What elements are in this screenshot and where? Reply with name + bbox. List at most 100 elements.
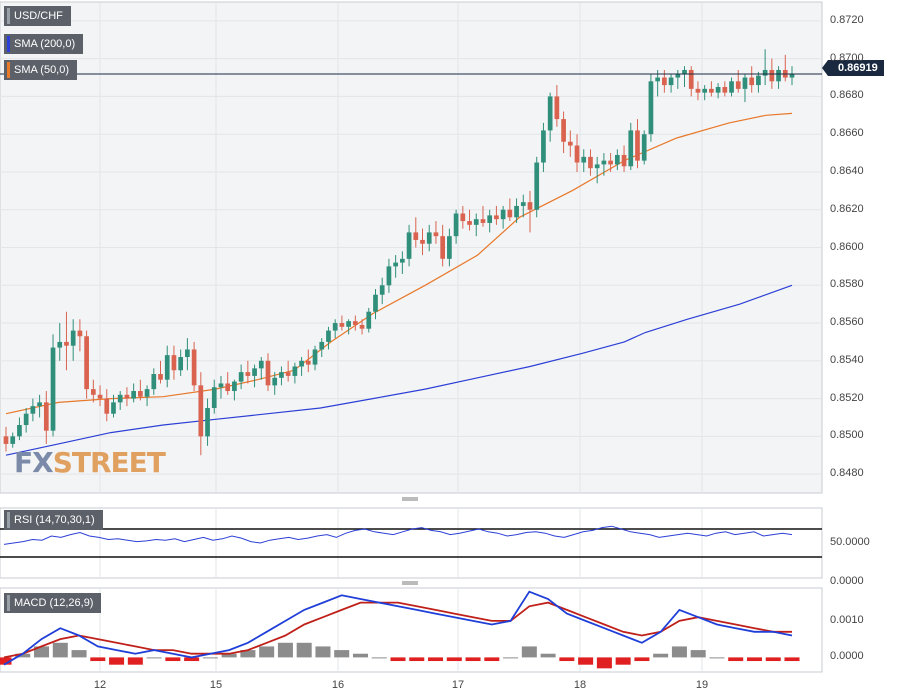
macd-histogram-bar [146, 657, 162, 659]
candle-body [57, 341, 63, 348]
candle-body [527, 202, 533, 210]
candle-body [648, 81, 654, 135]
x-tick-label: 17 [451, 679, 465, 691]
macd-histogram-bar [52, 642, 68, 658]
candle-body [420, 239, 425, 244]
y-tick-label: 0.8540 [830, 353, 864, 366]
legend-sma50-text: SMA (50,0) [14, 64, 70, 76]
candle-body [655, 77, 660, 82]
sma50-line [5, 112, 793, 415]
title-swatch [7, 8, 10, 24]
candle-body [709, 88, 714, 93]
macd-histogram-bar [503, 657, 519, 659]
candle-body [541, 130, 546, 163]
candle-body [588, 156, 593, 169]
macd-histogram-bar [352, 653, 368, 658]
candle-body [608, 160, 613, 165]
sma50-swatch [7, 62, 10, 78]
macd-histogram-bar [0, 657, 12, 665]
candle-body [178, 357, 184, 371]
candle-body [23, 413, 29, 426]
candle-body [245, 372, 251, 376]
x-tick-label: 19 [695, 679, 709, 691]
macd-histogram-bar [371, 657, 387, 659]
candle-body [534, 162, 540, 210]
macd-histogram-bar [765, 657, 781, 662]
macd-histogram-bar [578, 657, 594, 665]
candle-body [601, 160, 607, 165]
y-tick-label: 0.8620 [830, 202, 864, 215]
candle-body [594, 164, 600, 169]
macd-histogram-bar [540, 653, 556, 658]
candle-body [581, 156, 587, 163]
candle-body [111, 402, 116, 414]
y-tick-label: 0.8520 [830, 391, 864, 404]
candle-body [406, 232, 412, 259]
candle-body [124, 394, 130, 399]
candle-body [695, 88, 701, 93]
candle-body [164, 355, 170, 380]
candle-body [50, 347, 56, 431]
sma200-line [5, 284, 793, 456]
candle-body [776, 69, 781, 82]
candle-body [413, 232, 419, 240]
candle-body [702, 88, 708, 93]
candle-body [17, 425, 22, 437]
candle-body [272, 377, 278, 386]
macd-histogram-bar [653, 653, 669, 658]
candle-body [433, 232, 439, 237]
macd-histogram-bar [259, 646, 275, 658]
y-tick-label: 0.8660 [830, 127, 864, 140]
candle-body [789, 73, 795, 78]
macd-histogram-bar [277, 642, 293, 658]
candle-body [211, 387, 217, 409]
candle-body [218, 383, 224, 388]
y-tick-label: 0.8600 [830, 240, 864, 253]
candle-body [567, 141, 573, 146]
candle-body [507, 209, 513, 218]
candle-body [379, 285, 385, 295]
y-tick-label: 0.8700 [830, 51, 864, 64]
candle-body [494, 215, 499, 220]
last-price-text: 0.86919 [838, 62, 878, 74]
candle-body [614, 154, 620, 165]
candle-body [84, 336, 89, 390]
candle-body [346, 321, 351, 327]
y-tick-label: 0.8720 [830, 13, 864, 26]
candle-body [756, 75, 761, 86]
candle-body [64, 341, 69, 346]
candle-body [104, 398, 110, 414]
macd-swatch [7, 595, 10, 611]
candle-body [319, 341, 325, 350]
candle-body [682, 69, 687, 74]
candle-body [742, 77, 748, 89]
candle-body [191, 349, 197, 386]
candle-body [729, 81, 734, 93]
macd-histogram-bar [390, 657, 406, 662]
macd-histogram-bar [596, 657, 612, 669]
candle-body [662, 77, 667, 86]
y-tick-label: 0.8500 [830, 429, 864, 442]
candle-body [473, 219, 479, 225]
candle-body [131, 391, 136, 399]
macd-histogram-bar [184, 657, 200, 662]
macd-title-label: MACD (12,26,9) [4, 593, 102, 613]
candle-body [635, 130, 640, 161]
candle-body [426, 232, 432, 244]
candle-body [400, 258, 405, 263]
candle-body [500, 209, 506, 220]
macd-histogram-bar [202, 657, 218, 659]
candle-body [352, 321, 358, 325]
macd-histogram-bar [221, 653, 237, 658]
candle-body [621, 154, 627, 167]
candle-body [332, 323, 338, 331]
candle-body [668, 77, 674, 86]
legend-sma50: SMA (50,0) [4, 60, 78, 80]
candle-body [386, 266, 392, 286]
candle-body [3, 436, 9, 444]
macd-histogram-bar [746, 657, 762, 662]
candle-body [299, 360, 304, 367]
candle-body [144, 389, 150, 397]
candle-body [393, 262, 398, 267]
y-tick-label: 0.8480 [830, 467, 864, 480]
